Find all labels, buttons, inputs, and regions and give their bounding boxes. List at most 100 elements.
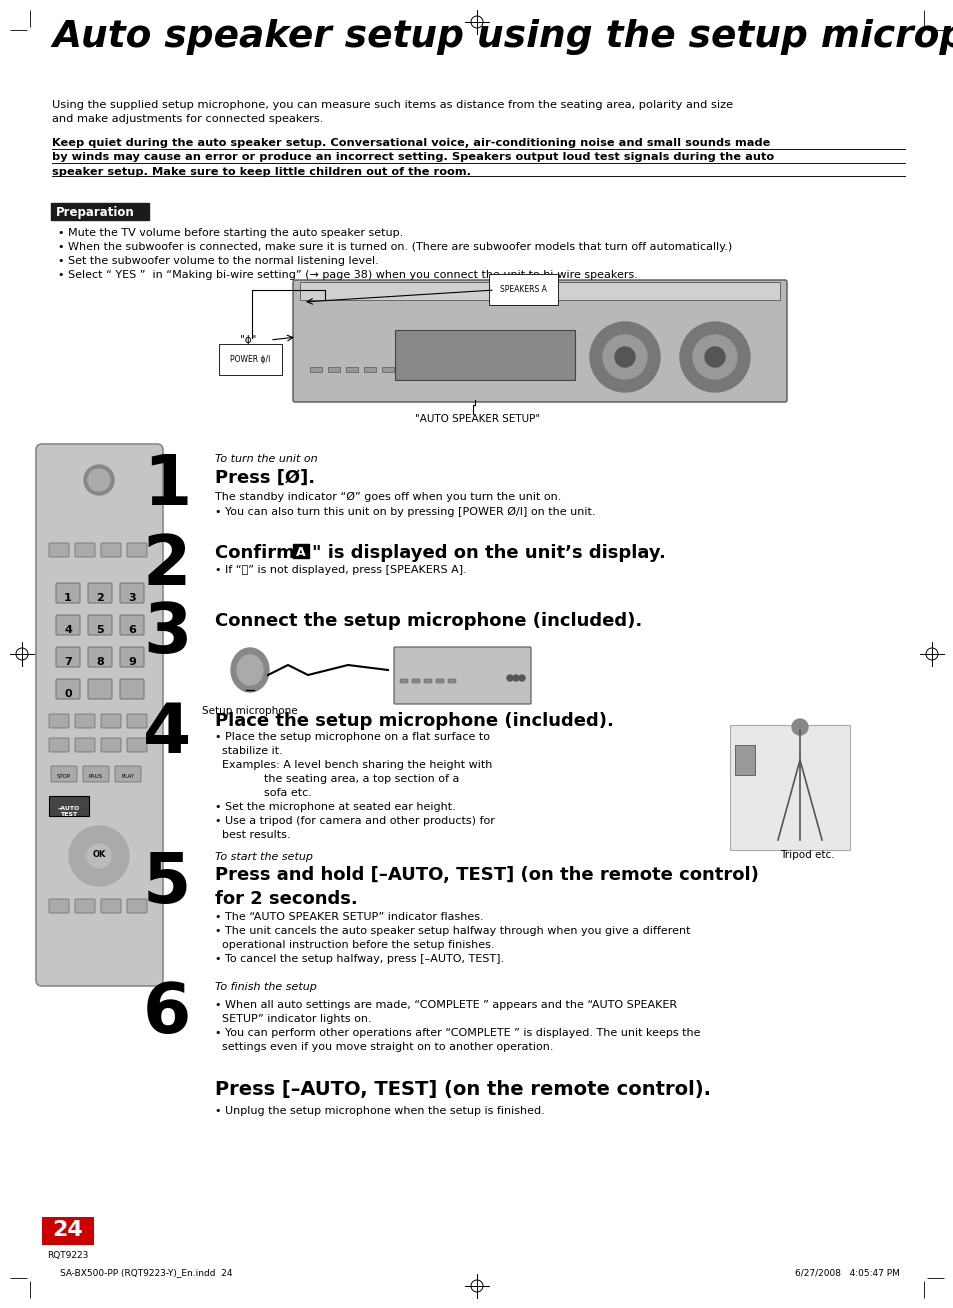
Circle shape xyxy=(87,844,111,869)
Text: • When all auto settings are made, “COMPLETE ” appears and the “AUTO SPEAKER
  S: • When all auto settings are made, “COMP… xyxy=(214,1001,700,1052)
Text: To turn the unit on: To turn the unit on xyxy=(214,454,317,464)
Text: OK: OK xyxy=(92,850,106,859)
Text: 5: 5 xyxy=(96,625,104,634)
Text: To finish the setup: To finish the setup xyxy=(214,982,316,991)
Text: Auto speaker setup using the setup microphone: Auto speaker setup using the setup micro… xyxy=(52,20,953,55)
Text: 6/27/2008   4:05:47 PM: 6/27/2008 4:05:47 PM xyxy=(794,1267,899,1277)
Text: 1: 1 xyxy=(143,453,191,519)
Circle shape xyxy=(513,675,518,681)
FancyBboxPatch shape xyxy=(75,714,95,729)
Text: Confirm ": Confirm " xyxy=(214,544,311,562)
Text: Keep quiet during the auto speaker setup. Conversational voice, air-conditioning: Keep quiet during the auto speaker setup… xyxy=(52,139,773,177)
Text: • If “￢” is not displayed, press [SPEAKERS A].: • If “￢” is not displayed, press [SPEAKE… xyxy=(214,565,466,576)
FancyBboxPatch shape xyxy=(49,899,69,913)
Text: "AUTO SPEAKER SETUP": "AUTO SPEAKER SETUP" xyxy=(415,415,539,424)
Circle shape xyxy=(602,335,646,379)
FancyBboxPatch shape xyxy=(101,714,121,729)
FancyBboxPatch shape xyxy=(101,899,121,913)
Bar xyxy=(412,679,419,683)
Bar xyxy=(729,725,849,850)
Bar xyxy=(346,368,357,371)
Circle shape xyxy=(692,335,737,379)
Text: PAUS: PAUS xyxy=(89,774,103,780)
Bar xyxy=(448,679,456,683)
Text: • Set the subwoofer volume to the normal listening level.: • Set the subwoofer volume to the normal… xyxy=(58,256,378,266)
Circle shape xyxy=(69,825,129,886)
Circle shape xyxy=(791,719,807,735)
Bar xyxy=(364,368,375,371)
FancyBboxPatch shape xyxy=(49,797,89,816)
Text: " is displayed on the unit’s display.: " is displayed on the unit’s display. xyxy=(312,544,665,562)
FancyBboxPatch shape xyxy=(51,766,77,782)
Text: 4: 4 xyxy=(64,625,71,634)
Text: –AUTO
TEST: –AUTO TEST xyxy=(58,806,80,816)
Circle shape xyxy=(518,675,524,681)
Text: • Mute the TV volume before starting the auto speaker setup.: • Mute the TV volume before starting the… xyxy=(58,228,403,238)
Bar xyxy=(381,368,394,371)
FancyBboxPatch shape xyxy=(127,738,147,752)
Circle shape xyxy=(84,466,113,494)
FancyBboxPatch shape xyxy=(88,679,112,698)
Circle shape xyxy=(506,675,513,681)
FancyBboxPatch shape xyxy=(394,647,531,704)
Bar xyxy=(436,679,443,683)
Text: SPEAKERS A: SPEAKERS A xyxy=(499,285,546,294)
FancyBboxPatch shape xyxy=(49,543,69,557)
FancyBboxPatch shape xyxy=(127,714,147,729)
Text: "ϕ": "ϕ" xyxy=(240,335,256,345)
FancyBboxPatch shape xyxy=(42,1216,94,1245)
Circle shape xyxy=(704,347,724,368)
FancyBboxPatch shape xyxy=(49,714,69,729)
Text: 24: 24 xyxy=(52,1220,83,1240)
Text: • When the subwoofer is connected, make sure it is turned on. (There are subwoof: • When the subwoofer is connected, make … xyxy=(58,242,732,252)
FancyBboxPatch shape xyxy=(127,543,147,557)
Text: 5: 5 xyxy=(143,850,192,917)
FancyBboxPatch shape xyxy=(299,283,780,300)
Text: Tripod etc.: Tripod etc. xyxy=(780,850,834,859)
Bar xyxy=(423,679,432,683)
Circle shape xyxy=(679,322,749,392)
Text: Press and hold [–AUTO, TEST] (on the remote control)
for 2 seconds.: Press and hold [–AUTO, TEST] (on the rem… xyxy=(214,866,758,908)
FancyBboxPatch shape xyxy=(120,615,144,634)
FancyBboxPatch shape xyxy=(120,679,144,698)
Text: 1: 1 xyxy=(64,593,71,603)
Text: 4: 4 xyxy=(143,700,191,766)
FancyBboxPatch shape xyxy=(56,679,80,698)
FancyBboxPatch shape xyxy=(101,738,121,752)
Circle shape xyxy=(589,322,659,392)
FancyBboxPatch shape xyxy=(49,738,69,752)
Bar xyxy=(395,330,575,381)
FancyBboxPatch shape xyxy=(75,543,95,557)
FancyBboxPatch shape xyxy=(56,647,80,667)
Circle shape xyxy=(88,470,110,490)
Text: Setup microphone: Setup microphone xyxy=(202,706,297,715)
Text: 3: 3 xyxy=(143,600,192,667)
Text: Press [Ø].: Press [Ø]. xyxy=(214,470,314,487)
Bar xyxy=(399,679,408,683)
Text: SA-BX500-PP (RQT9223-Y)_En.indd  24: SA-BX500-PP (RQT9223-Y)_En.indd 24 xyxy=(60,1267,233,1277)
FancyBboxPatch shape xyxy=(120,583,144,603)
Text: Press [–AUTO, TEST] (on the remote control).: Press [–AUTO, TEST] (on the remote contr… xyxy=(214,1080,710,1099)
FancyBboxPatch shape xyxy=(127,899,147,913)
FancyBboxPatch shape xyxy=(83,766,109,782)
FancyBboxPatch shape xyxy=(115,766,141,782)
FancyBboxPatch shape xyxy=(36,443,163,986)
FancyBboxPatch shape xyxy=(75,899,95,913)
FancyBboxPatch shape xyxy=(88,647,112,667)
Text: • Unplug the setup microphone when the setup is finished.: • Unplug the setup microphone when the s… xyxy=(214,1107,544,1116)
Ellipse shape xyxy=(231,647,269,692)
Text: Place the setup microphone (included).: Place the setup microphone (included). xyxy=(214,712,613,730)
Text: The standby indicator “Ø” goes off when you turn the unit on.
• You can also tur: The standby indicator “Ø” goes off when … xyxy=(214,492,595,517)
Text: • The “AUTO SPEAKER SETUP” indicator flashes.
• The unit cancels the auto speake: • The “AUTO SPEAKER SETUP” indicator fla… xyxy=(214,912,690,964)
Text: A: A xyxy=(295,545,306,559)
Text: • Select “ YES ”  in “Making bi-wire setting” (→ page 38) when you connect the u: • Select “ YES ” in “Making bi-wire sett… xyxy=(58,269,638,280)
Text: RQT9223: RQT9223 xyxy=(48,1250,89,1260)
FancyBboxPatch shape xyxy=(88,615,112,634)
Text: 7: 7 xyxy=(64,657,71,667)
Text: 0: 0 xyxy=(64,689,71,698)
Text: To start the setup: To start the setup xyxy=(214,852,313,862)
FancyBboxPatch shape xyxy=(56,583,80,603)
Ellipse shape xyxy=(236,655,263,685)
FancyBboxPatch shape xyxy=(120,647,144,667)
Text: STOP: STOP xyxy=(57,774,71,780)
